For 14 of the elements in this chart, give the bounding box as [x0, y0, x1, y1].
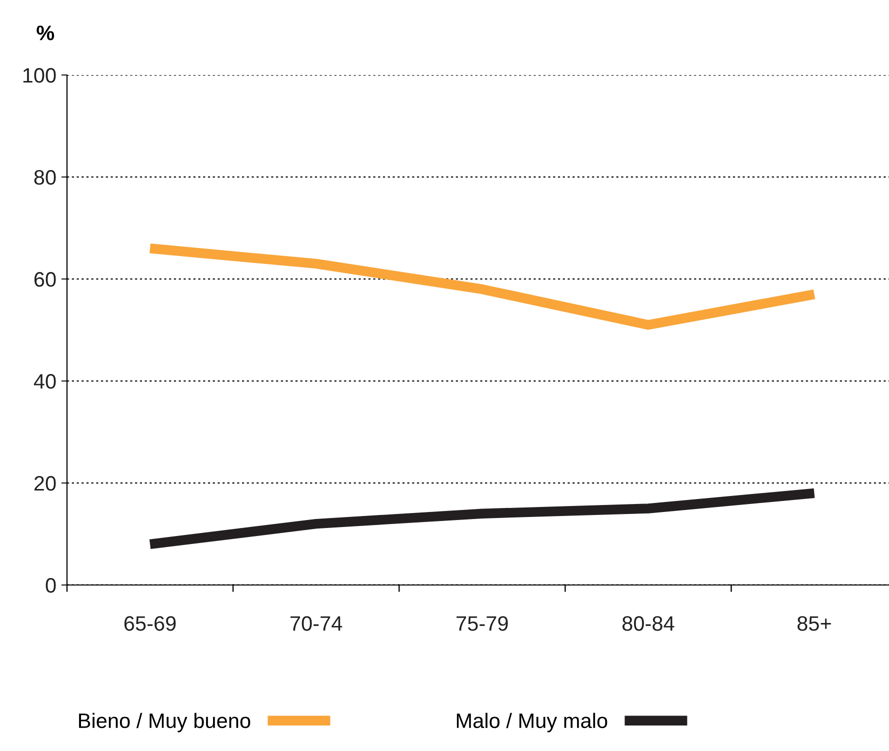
x-tick-label: 70-74: [290, 616, 342, 631]
legend-label: Malo / Muy malo: [456, 712, 608, 732]
x-tick-label: 80-84: [622, 616, 674, 631]
y-axis-title: %: [36, 26, 54, 40]
x-tick-label: 65-69: [124, 616, 176, 631]
x-tick-label: 85+: [798, 616, 831, 631]
legend-label: Bieno / Muy bueno: [79, 712, 250, 732]
y-tick-label: 100: [23, 68, 56, 83]
y-tick-label: 0: [46, 578, 56, 593]
y-tick-label: 20: [34, 476, 56, 491]
x-tick-label: 75-79: [456, 616, 508, 631]
y-tick-label: 40: [34, 374, 56, 389]
y-tick-label: 60: [34, 272, 56, 287]
y-tick-label: 80: [34, 170, 56, 185]
